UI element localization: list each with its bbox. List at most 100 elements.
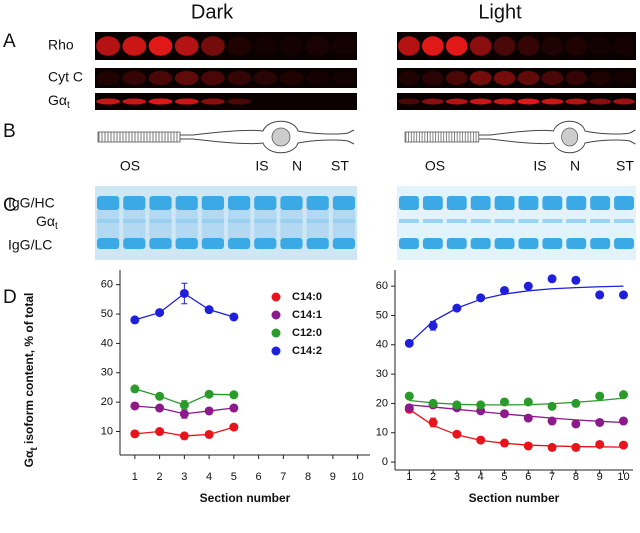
gel-band [494, 238, 515, 249]
blot-band [589, 71, 612, 85]
y-tick-label: 0 [382, 456, 388, 468]
gel-band [542, 196, 563, 210]
panel-label: A [3, 31, 16, 52]
x-tick-label: 6 [525, 471, 531, 483]
blot-band [279, 36, 304, 56]
label-sub: t [29, 447, 40, 451]
blot-band [279, 71, 304, 85]
data-point [618, 390, 628, 400]
gel-band [518, 196, 539, 210]
gel-band [97, 238, 120, 249]
column-title: Light [478, 1, 522, 23]
data-point [179, 431, 189, 441]
gel-band [332, 196, 355, 210]
rod-cell [97, 120, 355, 154]
gel-band [254, 196, 277, 210]
gel-label: IgG/HC [8, 195, 55, 211]
y-tick-label: 20 [101, 396, 113, 408]
gel-band [494, 196, 515, 210]
data-point [404, 403, 414, 413]
blot-background [397, 93, 636, 110]
data-point [155, 427, 165, 437]
y-tick-label: 10 [101, 425, 113, 437]
gel-band [123, 196, 146, 210]
data-point [571, 275, 581, 285]
data-point [229, 422, 239, 432]
data-point [595, 439, 605, 449]
blot-band [445, 36, 468, 56]
label-main: Gα [36, 213, 55, 229]
data-point [618, 440, 628, 450]
x-tick-label: 4 [478, 471, 484, 483]
x-tick-label: 3 [181, 471, 187, 483]
blot-band [613, 36, 635, 56]
blot-band [174, 71, 199, 85]
data-point [204, 305, 214, 315]
data-point [452, 429, 462, 439]
legend-marker [271, 328, 281, 338]
gel-streak [97, 210, 120, 238]
segment-label: OS [120, 158, 140, 174]
column-title: Dark [191, 1, 234, 23]
x-axis-title: Section number [200, 491, 291, 505]
rod-cell [404, 120, 636, 154]
fit-curve [408, 408, 624, 448]
blot-band [122, 98, 147, 105]
gel-band [542, 238, 563, 249]
blot-band [227, 98, 252, 105]
x-tick-label: 8 [573, 471, 579, 483]
data-point [428, 417, 438, 427]
x-tick-label: 5 [501, 471, 507, 483]
panel-label: C [3, 195, 17, 216]
gel-band [494, 219, 515, 223]
blot-band [253, 71, 278, 85]
x-tick-label: 5 [231, 471, 237, 483]
blot-background [95, 93, 357, 110]
gel-band [332, 238, 355, 249]
gel-streak [280, 210, 303, 238]
gel-band [590, 196, 611, 210]
gel-band [123, 238, 146, 249]
blot-band [517, 98, 540, 105]
blot-images [95, 32, 636, 110]
segment-label: OS [425, 158, 445, 174]
blot-band [541, 36, 564, 56]
blot-band [421, 36, 444, 56]
gel-band [422, 238, 443, 249]
blot-band [445, 98, 468, 105]
gel-streak [201, 210, 224, 238]
gel-band [149, 196, 172, 210]
blot-band [305, 71, 330, 85]
blot-band [227, 71, 252, 85]
blot-band [122, 36, 147, 56]
gel-band [446, 196, 467, 210]
blot-band [96, 36, 121, 56]
blot-band [565, 71, 588, 85]
legend-label: C14:1 [292, 309, 322, 321]
data-point [523, 397, 533, 407]
data-point [547, 274, 557, 284]
legend-label: C14:0 [292, 291, 322, 303]
legend-marker [271, 346, 281, 356]
segment-label: N [570, 158, 580, 174]
panel-label: B [3, 121, 16, 142]
data-point [130, 429, 140, 439]
blot-background [397, 68, 636, 88]
gel-band [201, 196, 224, 210]
data-point [452, 303, 462, 313]
y-tick-label: 60 [376, 280, 388, 292]
data-point [130, 315, 140, 325]
x-tick-label: 4 [206, 471, 212, 483]
x-tick-label: 3 [454, 471, 460, 483]
gel-band [280, 238, 303, 249]
blot-band [493, 98, 516, 105]
segment-label: IS [533, 158, 546, 174]
blot-band [541, 71, 564, 85]
data-point [523, 441, 533, 451]
label-rest: isoform content, % of total [22, 293, 36, 448]
data-point [476, 435, 486, 445]
gel-band [518, 238, 539, 249]
gel-band [566, 196, 587, 210]
gel-band [614, 219, 634, 223]
gel-band [306, 196, 329, 210]
